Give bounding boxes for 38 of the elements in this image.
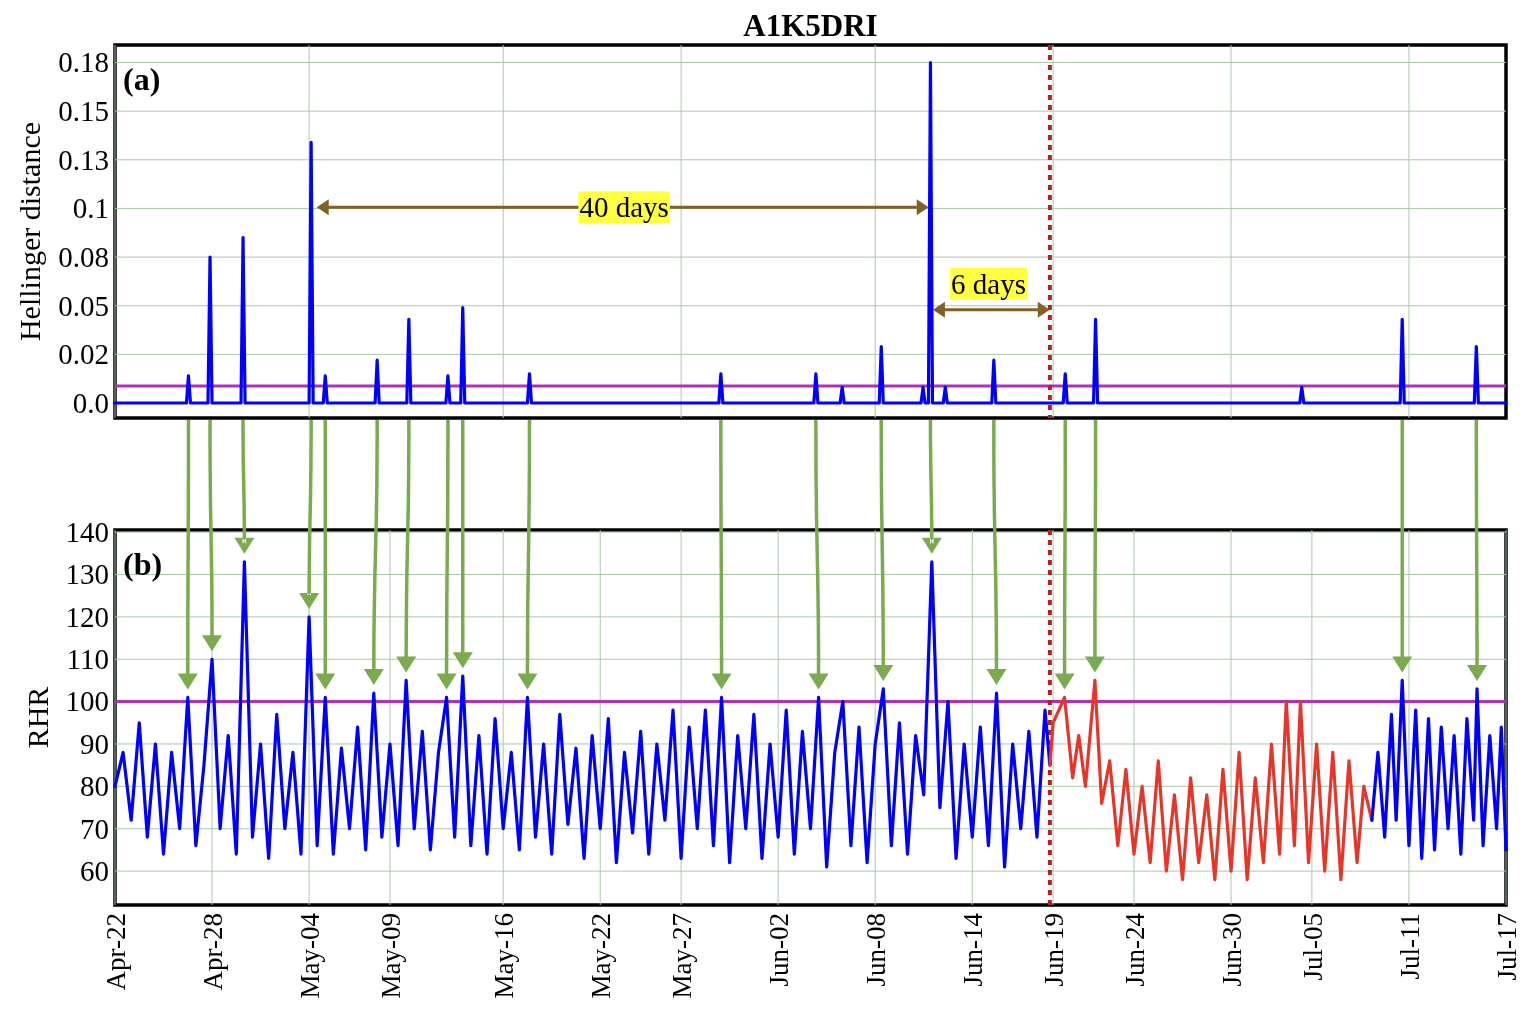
- y-tick-label: 100: [65, 685, 109, 718]
- y-tick-label: 110: [66, 643, 109, 676]
- x-tick-label: May-27: [667, 913, 698, 999]
- y-tick-label: 120: [65, 600, 109, 633]
- y-tick-label: 90: [80, 727, 109, 760]
- y-tick-label: 60: [80, 854, 109, 887]
- chart-title: A1K5DRI: [743, 8, 878, 43]
- x-tick-label: Apr-28: [198, 913, 228, 991]
- y-tick-label: 0.13: [58, 143, 109, 176]
- x-tick-label: May-22: [586, 913, 617, 999]
- x-tick-label: May-09: [375, 913, 406, 999]
- x-tick-label: Jun-19: [1039, 913, 1070, 987]
- y-tick-label: 0.05: [58, 289, 109, 322]
- x-tick-label: May-04: [295, 912, 326, 999]
- x-tick-label: Jun-14: [958, 912, 989, 987]
- y-axis-title: RHR: [21, 686, 54, 749]
- y-tick-label: 140: [65, 515, 109, 548]
- y-tick-label: 0.1: [72, 192, 109, 225]
- y-tick-label: 0.18: [58, 46, 109, 79]
- annotation: (b): [123, 546, 163, 582]
- y-tick-label: 80: [80, 770, 109, 803]
- x-tick-label: Jun-30: [1216, 913, 1247, 987]
- x-tick-label: Jul-17: [1491, 913, 1522, 981]
- y-tick-label: 0.15: [58, 94, 109, 127]
- y-tick-label: 0.0: [72, 386, 109, 419]
- x-tick-label: Jun-24: [1119, 912, 1150, 987]
- x-tick-label: May-16: [489, 913, 520, 999]
- x-tick-label: Jul-05: [1297, 913, 1328, 981]
- x-tick-label: Apr-22: [100, 913, 131, 991]
- x-tick-label: Jun-08: [861, 913, 892, 987]
- y-tick-label: 130: [65, 558, 109, 591]
- x-tick-label: Jul-11: [1394, 913, 1425, 980]
- y-tick-label: 70: [80, 812, 109, 845]
- y-tick-label: 0.02: [58, 338, 109, 371]
- y-tick-label: 0.08: [58, 240, 109, 273]
- y-axis-title: Hellinger distance: [13, 121, 46, 342]
- x-tick-label: Jun-02: [764, 913, 795, 987]
- annotation: (a): [123, 61, 161, 97]
